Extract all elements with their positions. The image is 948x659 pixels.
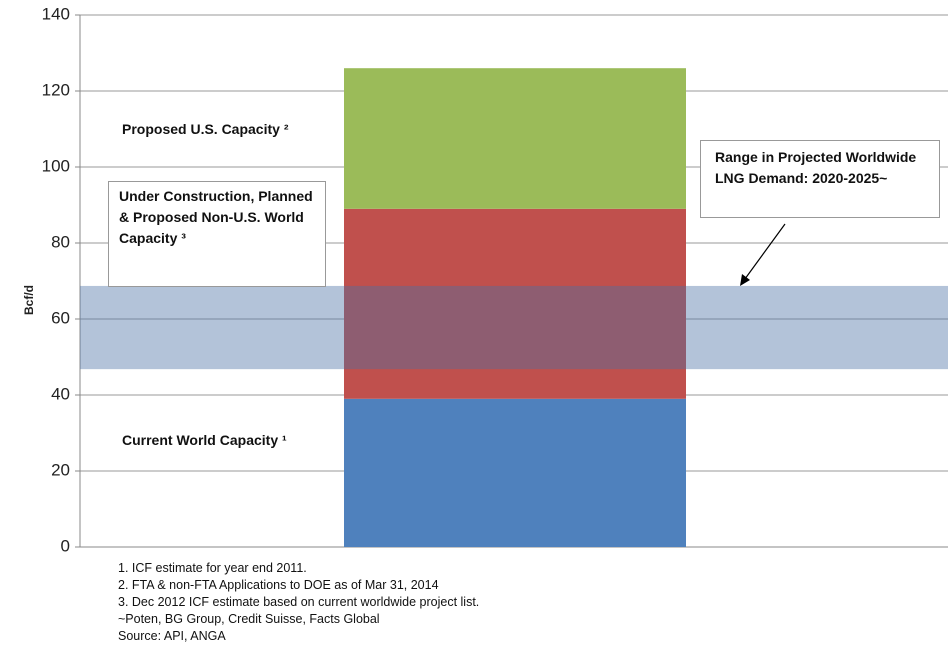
segment-label: Proposed U.S. Capacity ² — [122, 121, 289, 137]
y-tick-label: 60 — [51, 308, 70, 327]
y-tick-label: 80 — [51, 232, 70, 251]
y-axis-label: Bcf/d — [22, 285, 36, 315]
y-tick-label: 140 — [42, 4, 70, 23]
notes: 1. ICF estimate for year end 2011. 2. FTA… — [118, 560, 479, 645]
note: 1. ICF estimate for year end 2011. — [118, 561, 307, 575]
segment-label: Under Construction, Planned & Proposed N… — [108, 181, 326, 287]
segment-label: Current World Capacity ¹ — [122, 432, 287, 448]
y-tick-label: 100 — [42, 156, 70, 175]
bar-segment — [344, 208, 686, 399]
range-label: Range in Projected Worldwide LNG Demand:… — [700, 140, 940, 218]
demand-range-band — [80, 285, 948, 370]
bar-segment — [344, 68, 686, 209]
arrow-shaft — [741, 223, 786, 284]
note: ~Poten, BG Group, Credit Suisse, Facts G… — [118, 612, 380, 626]
note: 2. FTA & non-FTA Applications to DOE as … — [118, 578, 439, 592]
y-tick-label: 120 — [42, 80, 70, 99]
note: 3. Dec 2012 ICF estimate based on curren… — [118, 595, 480, 609]
y-tick-label: 40 — [51, 384, 70, 403]
y-tick-label: 20 — [51, 460, 70, 479]
arrow-head — [740, 274, 750, 286]
note: Source: API, ANGA — [118, 629, 226, 643]
bar-segment — [344, 398, 686, 547]
y-tick-label: 0 — [61, 536, 70, 555]
